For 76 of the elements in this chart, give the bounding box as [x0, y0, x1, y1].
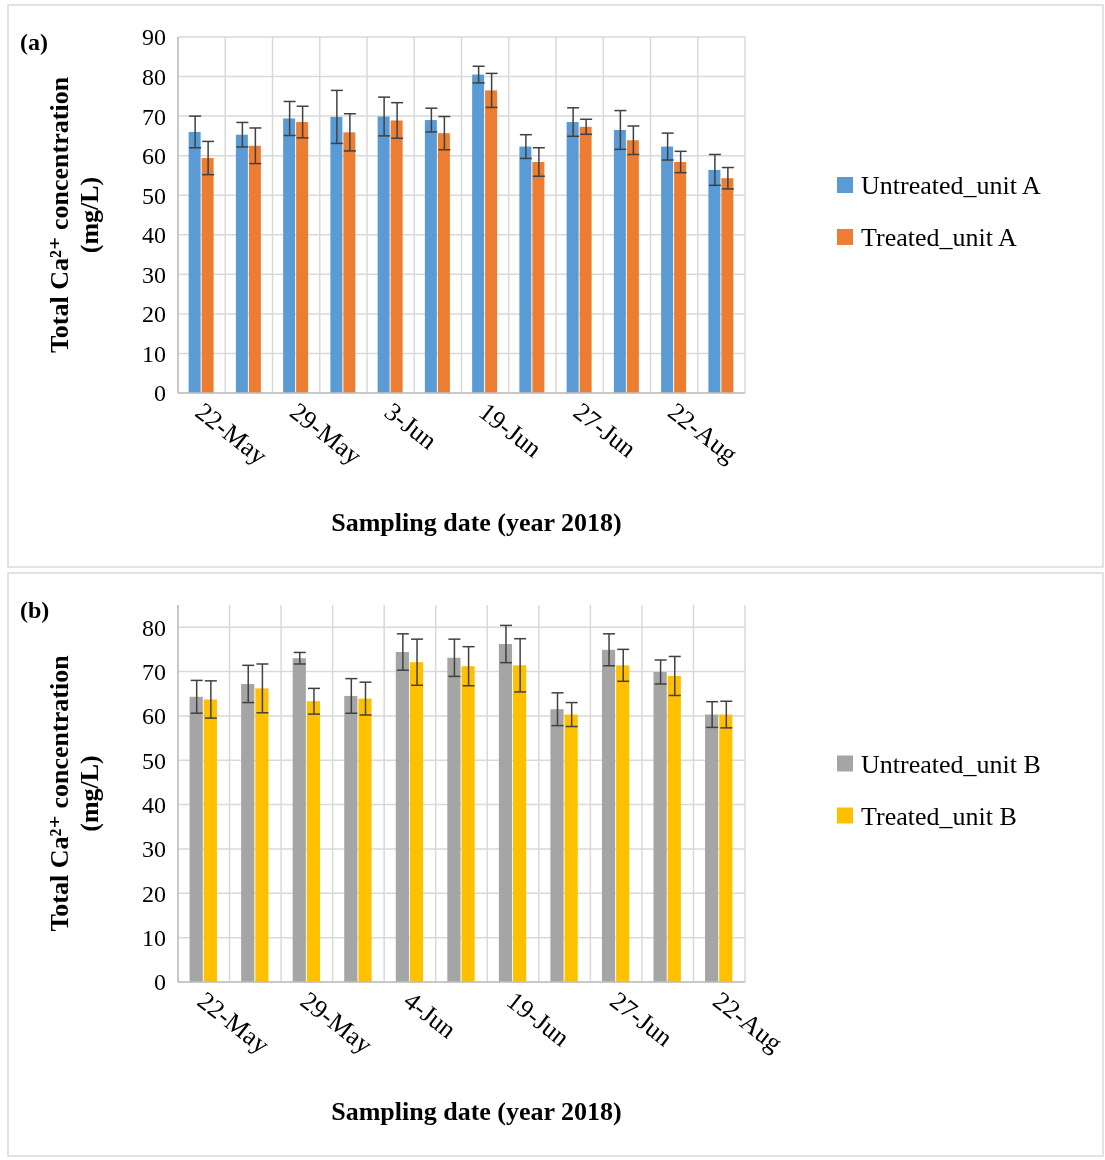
bar [343, 132, 356, 393]
y-tick-label: 70 [142, 658, 166, 685]
bar [579, 126, 592, 393]
y-tick-label: 60 [142, 703, 166, 730]
bar [189, 696, 203, 982]
bar [377, 116, 390, 393]
bar [255, 688, 269, 982]
x-tick-label: 4-Jun [398, 985, 462, 1045]
bar [626, 140, 639, 393]
y-tick-label: 60 [142, 143, 166, 170]
y-tick-label: 10 [142, 925, 166, 952]
bar [719, 714, 733, 982]
bar [498, 644, 513, 982]
y-tick-label: 10 [142, 340, 166, 367]
bar [358, 698, 372, 982]
bar [437, 133, 450, 393]
bar [235, 134, 248, 393]
bar [705, 714, 719, 982]
bar [248, 145, 261, 393]
y-tick-label: 0 [154, 969, 166, 996]
chart-title: (a) [20, 29, 48, 55]
bar [395, 652, 409, 982]
y-tick-label: 80 [142, 614, 166, 641]
legend-label: Treated_unit B [861, 801, 1017, 831]
y-tick-label: 20 [142, 301, 166, 328]
chart-title: (b) [20, 597, 50, 623]
bar [519, 146, 532, 393]
y-tick-label: 30 [142, 261, 166, 288]
bar [447, 657, 461, 982]
bar [532, 162, 545, 393]
bar [674, 162, 687, 393]
y-tick-label: 40 [142, 222, 166, 249]
bar [653, 671, 667, 982]
bar [661, 146, 674, 393]
bar [283, 118, 296, 393]
bar [201, 158, 214, 393]
y-tick-label: 50 [142, 747, 166, 774]
bar [330, 116, 343, 393]
bar [564, 714, 578, 982]
y-tick-label: 0 [154, 380, 166, 407]
bar [296, 122, 309, 393]
bar [667, 675, 681, 982]
bar [566, 122, 579, 393]
bar [390, 120, 403, 393]
legend-label: Untreated_unit A [861, 171, 1042, 201]
bar [472, 74, 485, 393]
bar [616, 665, 630, 982]
bar [708, 169, 721, 393]
bar [485, 90, 498, 393]
bar [721, 178, 734, 393]
bar [292, 658, 306, 982]
bar [601, 649, 616, 982]
bar [461, 666, 475, 982]
bar [344, 695, 358, 982]
y-tick-label: 40 [142, 791, 166, 818]
y-tick-label: 50 [142, 182, 166, 209]
y-tick-label: 80 [142, 63, 166, 90]
bar [550, 709, 564, 982]
bar [613, 129, 626, 393]
bar [513, 665, 527, 982]
bar [241, 683, 255, 982]
bar [424, 120, 437, 393]
y-tick-label: 70 [142, 103, 166, 130]
y-tick-label: 90 [142, 24, 166, 51]
y-axis-title: Total Ca²⁺ concentration (mg/L) [45, 76, 104, 354]
legend-label: Untreated_unit B [861, 749, 1041, 779]
bar [306, 701, 321, 982]
bar [188, 131, 201, 393]
x-axis-title: Sampling date (year 2018) [331, 508, 622, 537]
y-tick-label: 30 [142, 836, 166, 863]
y-tick-label: 20 [142, 880, 166, 907]
bar [203, 699, 217, 982]
legend-label: Treated_unit A [861, 223, 1017, 253]
bar [409, 662, 424, 982]
y-axis-title: Total Ca²⁺ concentration (mg/L) [45, 654, 104, 932]
x-axis-title: Sampling date (year 2018) [331, 1097, 622, 1126]
